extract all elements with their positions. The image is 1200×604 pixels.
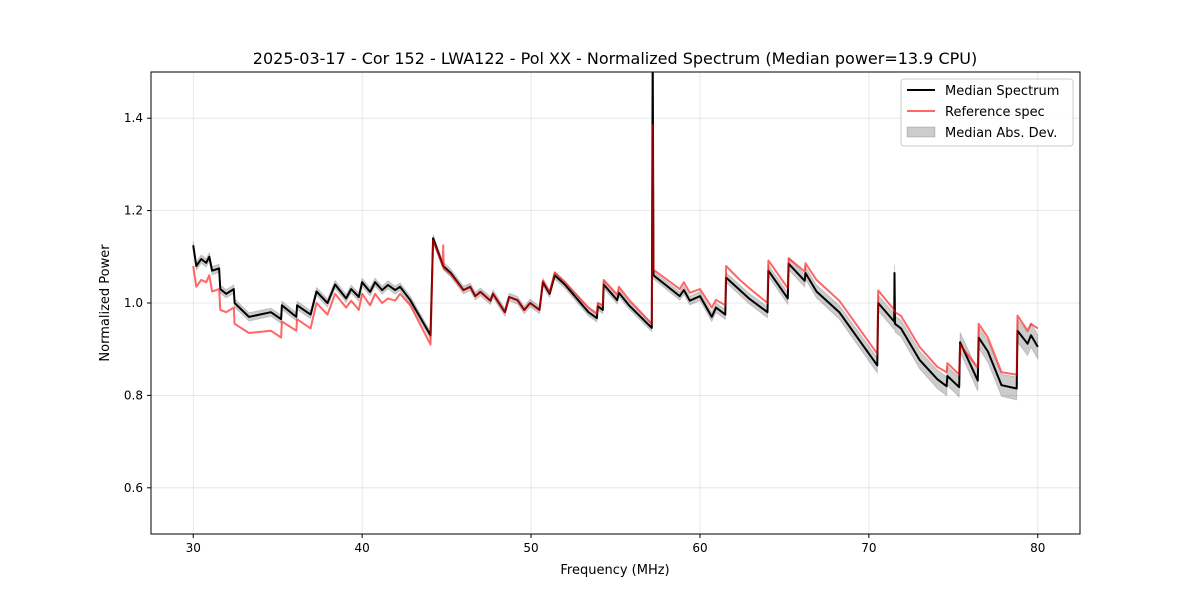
x-tick-label: 50	[523, 541, 538, 555]
legend-mad-label: Median Abs. Dev.	[945, 126, 1057, 141]
y-axis-label: Normalized Power	[98, 244, 113, 362]
reference-spec-line	[192, 124, 1039, 376]
x-tick-label: 60	[692, 541, 707, 555]
axis-ticks: 30 40 50 60 70 80 0.6 0.8 1.0 1.2 1.4	[124, 111, 1046, 555]
x-tick-label: 30	[186, 541, 201, 555]
x-tick-label: 70	[861, 541, 876, 555]
y-tick-label: 1.2	[124, 204, 143, 218]
y-tick-label: 0.8	[124, 388, 143, 402]
chart-title: 2025-03-17 - Cor 152 - LWA122 - Pol XX -…	[253, 49, 977, 68]
median-spectrum-line	[192, 72, 1039, 390]
y-tick-label: 1.0	[124, 296, 143, 310]
y-tick-label: 1.4	[124, 111, 143, 125]
x-axis-label: Frequency (MHz)	[560, 563, 669, 578]
legend-reference-label: Reference spec	[945, 105, 1045, 120]
legend-mad-swatch	[906, 126, 936, 138]
x-tick-label: 80	[1030, 541, 1045, 555]
legend: Median Spectrum Reference spec Median Ab…	[900, 78, 1074, 147]
legend-median-label: Median Spectrum	[945, 84, 1059, 99]
y-tick-label: 0.6	[124, 481, 143, 495]
legend-box	[900, 78, 1074, 147]
x-tick-label: 40	[354, 541, 369, 555]
